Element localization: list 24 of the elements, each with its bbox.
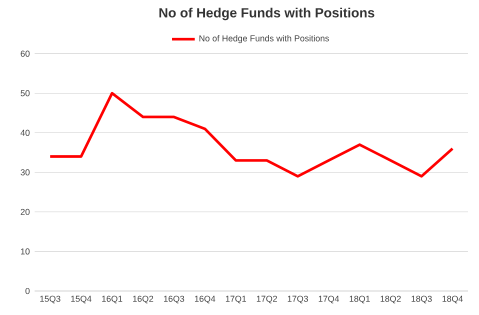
x-tick-label: 18Q1: [350, 296, 370, 304]
x-tick-label: 17Q3: [288, 296, 308, 304]
line-series: [48, 92, 454, 178]
y-tick-label: 40: [20, 130, 30, 136]
y-tick-label: 50: [20, 90, 30, 96]
y-tick-label: 10: [20, 248, 30, 255]
x-tick-label: 16Q3: [164, 296, 184, 304]
x-tick-label: 17Q2: [256, 296, 277, 304]
legend-label: No of Hedge Funds with Positions: [199, 35, 329, 44]
y-tick-label: 60: [20, 50, 30, 57]
x-tick-label: 16Q2: [133, 296, 154, 304]
x-tick-label: 18Q4: [442, 296, 463, 304]
x-tick-label: 15Q4: [71, 296, 92, 304]
x-tick-label: 18Q2: [380, 296, 401, 304]
y-tick-label: 30: [20, 169, 30, 176]
y-tick-label: 20: [20, 208, 30, 215]
chart-title: No of Hedge Funds with Positions: [159, 8, 374, 20]
y-tick-label: 0: [25, 288, 30, 294]
x-tick-label: 16Q4: [194, 296, 216, 304]
x-tick-label: 18Q3: [412, 296, 432, 304]
x-tick-label: 17Q1: [226, 296, 246, 304]
x-tick-label: 15Q3: [40, 296, 60, 304]
x-tick-label: 17Q4: [318, 296, 340, 304]
x-tick-label: 16Q1: [102, 296, 122, 304]
